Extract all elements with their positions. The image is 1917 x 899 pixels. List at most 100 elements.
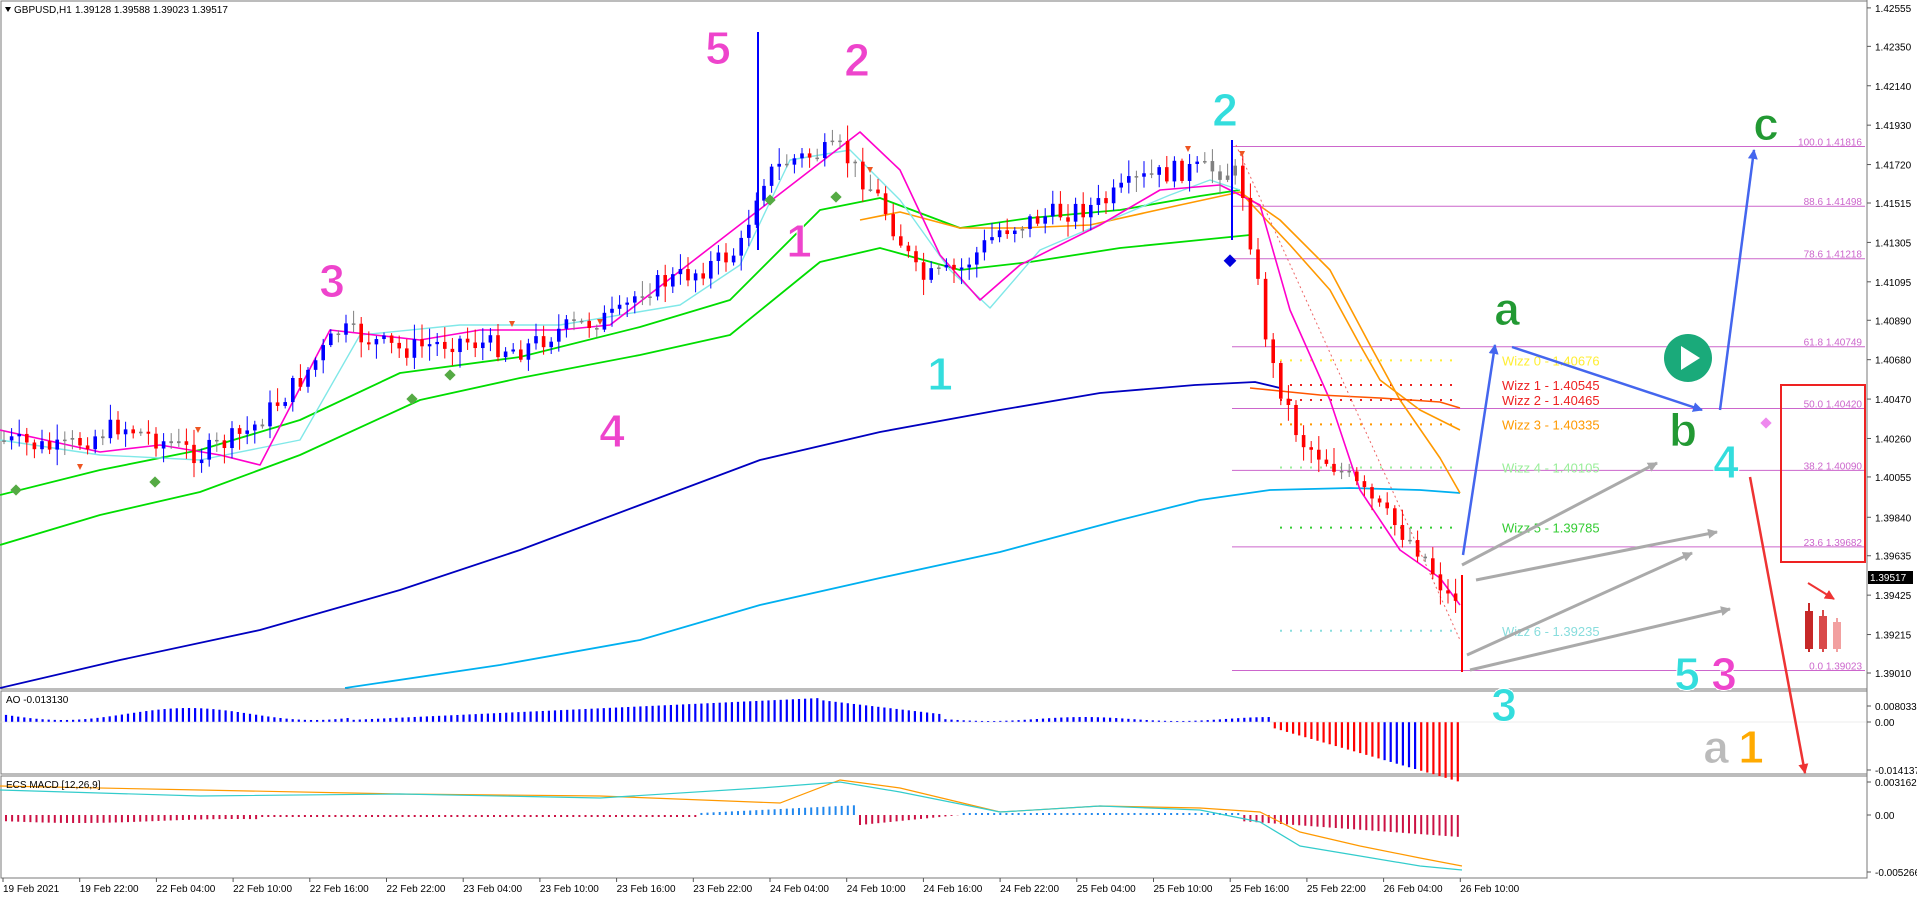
play-button[interactable] bbox=[1664, 334, 1712, 382]
wave-label: c bbox=[1753, 98, 1779, 150]
macd-panel[interactable] bbox=[0, 775, 1868, 879]
candle-body bbox=[389, 335, 394, 343]
candle-body bbox=[610, 308, 614, 313]
price-tick-label: 1.39425 bbox=[1875, 591, 1912, 602]
candle-body bbox=[914, 251, 918, 263]
candle-body bbox=[731, 255, 736, 263]
candle-body bbox=[1279, 363, 1283, 399]
wave-label: a bbox=[1703, 721, 1729, 773]
candle-body bbox=[906, 245, 911, 252]
candle-body bbox=[1415, 540, 1420, 557]
candle-body bbox=[579, 320, 584, 323]
candle-body bbox=[617, 304, 622, 309]
time-tick-label: 23 Feb 10:00 bbox=[540, 884, 599, 895]
projection-arrow bbox=[1748, 476, 1809, 774]
candle-body bbox=[458, 338, 462, 353]
candle-body bbox=[511, 349, 515, 352]
candle-body bbox=[1408, 539, 1412, 542]
projection-arrows bbox=[1461, 149, 1809, 774]
diamond-marker bbox=[764, 194, 776, 206]
candle-body bbox=[291, 377, 295, 403]
candle-body bbox=[549, 341, 553, 348]
candle-body bbox=[777, 163, 781, 167]
candle-body bbox=[587, 320, 591, 329]
candle-body bbox=[123, 429, 128, 435]
candle-body bbox=[557, 328, 561, 342]
candle-body bbox=[671, 274, 675, 287]
candle-body bbox=[329, 333, 333, 346]
candle-body bbox=[686, 269, 690, 281]
candle-body bbox=[450, 348, 455, 353]
fib-level-label: 38.2 1.40090 bbox=[1804, 461, 1863, 472]
candle-body bbox=[161, 441, 166, 449]
time-tick-label: 24 Feb 16:00 bbox=[923, 884, 982, 895]
candle-body bbox=[534, 336, 538, 344]
candle-body bbox=[1180, 160, 1184, 181]
candle-body bbox=[838, 140, 842, 143]
price-tick-label: 1.41305 bbox=[1875, 238, 1912, 249]
time-tick-label: 26 Feb 10:00 bbox=[1460, 884, 1519, 895]
ao-panel[interactable] bbox=[0, 690, 1868, 775]
candle-body bbox=[1066, 217, 1070, 222]
wave-label: 4 bbox=[1713, 436, 1739, 488]
candle-body bbox=[146, 431, 151, 434]
price-tick-label: 1.40260 bbox=[1875, 434, 1912, 445]
candle-body bbox=[1256, 249, 1260, 279]
candle-body bbox=[351, 323, 356, 325]
candle-body bbox=[769, 166, 774, 186]
arrow-down-marker bbox=[195, 427, 201, 433]
candle-body bbox=[1218, 171, 1222, 180]
candle-body bbox=[868, 189, 873, 191]
time-tick-label: 19 Feb 22:00 bbox=[80, 884, 139, 895]
candle-body bbox=[648, 296, 652, 298]
candle-body bbox=[1119, 182, 1123, 188]
candle-body bbox=[1393, 508, 1397, 526]
candle-body bbox=[929, 268, 933, 280]
candle-body bbox=[1172, 160, 1177, 182]
candle-body bbox=[1309, 447, 1313, 450]
projection-arrow bbox=[1461, 461, 1658, 567]
candle-body bbox=[427, 344, 432, 347]
candle-body bbox=[496, 335, 500, 358]
candle-body bbox=[1271, 339, 1275, 364]
price-tick-label: 1.41095 bbox=[1875, 278, 1912, 289]
candle-body bbox=[283, 402, 287, 406]
ema-orange-short bbox=[1249, 387, 1461, 409]
fib-level-label: 78.6 1.41218 bbox=[1804, 250, 1863, 261]
candle-body bbox=[2, 440, 6, 442]
candle-body bbox=[420, 339, 424, 347]
wave-label: 5 bbox=[1674, 648, 1700, 700]
arrow-down-marker bbox=[867, 167, 873, 173]
ao-tick-label: 0.008033 bbox=[1875, 702, 1917, 713]
candle-body bbox=[260, 424, 265, 427]
ao-tick-label: 0.00 bbox=[1875, 718, 1895, 729]
diamond-marker bbox=[406, 393, 418, 405]
fib-level-label: 61.8 1.40749 bbox=[1804, 338, 1863, 349]
candle-body bbox=[1028, 216, 1032, 229]
price-tick-label: 1.40680 bbox=[1875, 356, 1912, 367]
time-tick-label: 25 Feb 04:00 bbox=[1077, 884, 1136, 895]
collapse-triangle-icon[interactable] bbox=[5, 7, 11, 12]
candle-body bbox=[78, 437, 82, 446]
symbol-label: GBPUSD,H1 bbox=[14, 5, 72, 16]
arrow-down-marker bbox=[597, 319, 603, 325]
candle-body bbox=[1195, 161, 1199, 164]
candle-body bbox=[1225, 175, 1230, 180]
candle-body bbox=[1362, 481, 1367, 488]
candle-body bbox=[526, 343, 531, 360]
candle-body bbox=[222, 440, 227, 449]
wizz-level-label: Wizz 3 - 1.40335 bbox=[1502, 417, 1600, 432]
candle-body bbox=[633, 296, 637, 303]
candle-body bbox=[382, 335, 386, 340]
wave-label: 2 bbox=[1212, 84, 1238, 136]
candle-body bbox=[85, 445, 90, 450]
candle-body bbox=[169, 441, 173, 444]
candle-body bbox=[405, 348, 409, 358]
main-panel[interactable] bbox=[0, 0, 1868, 690]
candle-body bbox=[374, 339, 379, 345]
candle-body bbox=[488, 335, 493, 343]
time-tick-label: 22 Feb 10:00 bbox=[233, 884, 292, 895]
time-tick-label: 25 Feb 10:00 bbox=[1154, 884, 1213, 895]
arrow-down-marker bbox=[77, 464, 83, 470]
